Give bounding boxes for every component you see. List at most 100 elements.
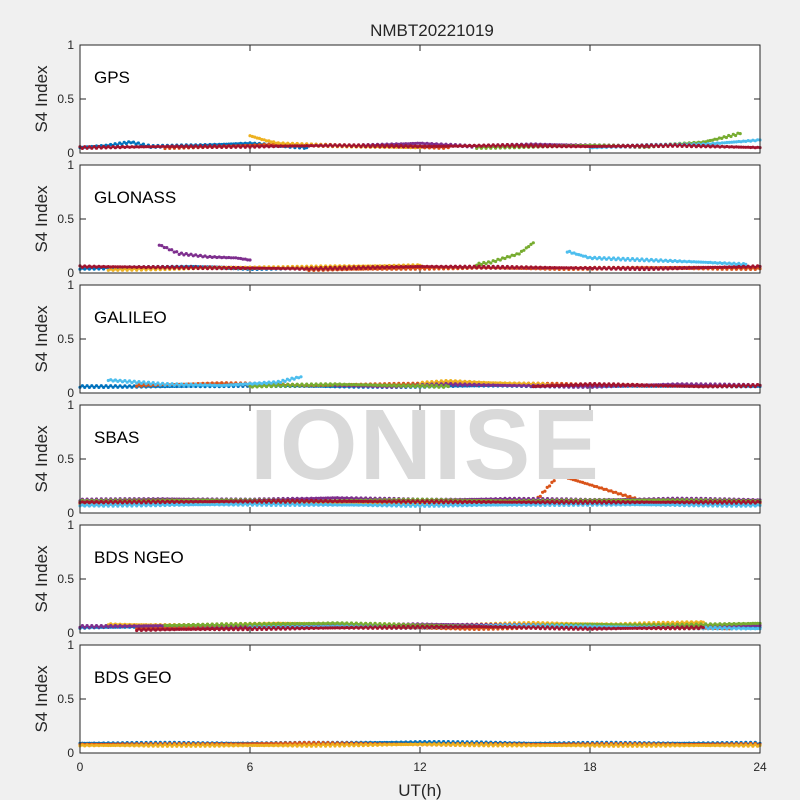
data-point xyxy=(588,266,592,270)
data-point xyxy=(307,144,311,148)
data-point xyxy=(498,258,502,262)
data-point xyxy=(349,383,354,387)
data-point xyxy=(519,143,524,147)
data-point xyxy=(680,384,684,388)
data-point xyxy=(302,267,306,271)
data-point xyxy=(231,256,236,260)
data-point xyxy=(671,267,675,271)
data-point xyxy=(619,267,623,271)
data-point xyxy=(458,382,462,386)
data-point xyxy=(229,267,233,271)
data-point xyxy=(697,260,701,264)
data-point xyxy=(139,265,143,270)
data-point xyxy=(489,261,493,265)
data-point xyxy=(430,380,434,384)
data-point xyxy=(661,259,665,263)
data-point xyxy=(541,145,545,149)
data-point xyxy=(161,381,165,385)
data-point xyxy=(194,265,198,269)
data-point xyxy=(272,266,276,270)
data-point xyxy=(737,145,741,149)
data-point xyxy=(689,260,694,264)
data-point xyxy=(283,144,287,148)
data-point xyxy=(87,267,91,271)
data-point xyxy=(673,265,677,270)
data-point xyxy=(300,144,304,148)
data-point xyxy=(217,144,221,148)
data-point xyxy=(727,140,731,144)
data-point xyxy=(129,141,133,145)
data-point xyxy=(189,144,193,148)
data-point xyxy=(260,137,264,142)
data-point xyxy=(213,144,217,148)
data-point xyxy=(472,264,476,268)
data-point xyxy=(97,267,101,271)
data-point xyxy=(359,145,363,149)
data-point xyxy=(484,381,488,385)
data-point xyxy=(543,384,547,388)
data-point xyxy=(321,267,325,271)
data-point xyxy=(472,382,476,386)
data-point xyxy=(484,144,488,148)
data-point xyxy=(543,265,547,269)
data-point xyxy=(444,144,448,148)
data-point xyxy=(645,143,649,147)
data-point xyxy=(729,134,733,139)
data-point xyxy=(349,144,354,148)
data-point xyxy=(640,266,644,270)
data-point xyxy=(191,145,195,149)
data-point xyxy=(170,265,174,269)
data-point xyxy=(446,144,450,148)
data-point xyxy=(586,383,590,387)
data-point xyxy=(276,144,280,149)
data-point xyxy=(642,267,646,272)
data-point xyxy=(640,383,644,387)
data-point xyxy=(477,143,481,147)
data-point xyxy=(756,145,760,149)
data-point xyxy=(715,385,720,389)
data-point xyxy=(621,382,625,386)
data-point xyxy=(406,142,410,146)
data-point xyxy=(423,144,427,148)
y-tick-label: 0.5 xyxy=(57,452,74,466)
data-point xyxy=(229,256,233,260)
data-point xyxy=(319,382,323,386)
data-point xyxy=(321,144,325,148)
data-point xyxy=(416,383,420,387)
data-point xyxy=(222,383,226,387)
data-point xyxy=(109,265,113,269)
data-point xyxy=(616,256,620,260)
data-point xyxy=(340,267,344,271)
data-point xyxy=(260,385,264,389)
data-point xyxy=(255,385,259,389)
data-point xyxy=(215,381,219,385)
data-point xyxy=(187,253,191,257)
data-point xyxy=(531,241,535,245)
data-point xyxy=(205,383,210,388)
data-point xyxy=(106,268,110,272)
data-point xyxy=(300,382,304,386)
data-point xyxy=(234,145,238,149)
data-point xyxy=(264,381,269,386)
data-point xyxy=(187,383,191,388)
data-point xyxy=(163,145,167,149)
data-point xyxy=(581,383,585,387)
y-tick-label: 0.5 xyxy=(57,332,74,346)
data-point xyxy=(687,143,691,147)
data-point xyxy=(508,383,512,387)
data-point xyxy=(649,257,654,262)
data-point xyxy=(427,265,431,269)
data-point xyxy=(248,266,252,271)
data-point xyxy=(746,264,750,268)
data-point xyxy=(432,385,436,389)
data-point xyxy=(619,145,623,149)
data-point xyxy=(746,139,750,143)
data-point xyxy=(205,145,210,149)
data-point xyxy=(314,266,318,270)
data-point xyxy=(534,265,538,269)
data-point xyxy=(449,264,453,268)
data-point xyxy=(109,384,113,388)
data-point xyxy=(203,265,207,269)
data-point xyxy=(701,143,705,148)
data-point xyxy=(607,266,611,270)
